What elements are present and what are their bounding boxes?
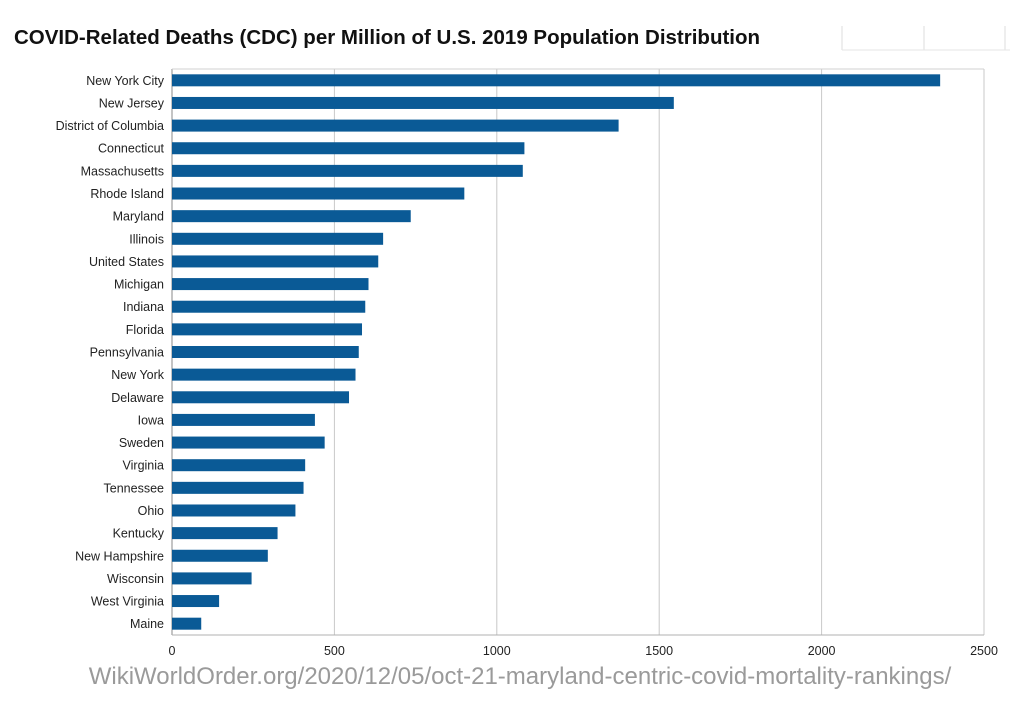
category-label: New York City <box>86 74 165 88</box>
bar <box>172 278 369 291</box>
bar <box>172 74 941 87</box>
bar <box>172 617 202 630</box>
category-label: Florida <box>126 323 164 337</box>
category-label: Ohio <box>138 504 164 518</box>
category-label: Delaware <box>111 391 164 405</box>
bars <box>172 74 941 630</box>
bar <box>172 595 220 608</box>
category-label: Connecticut <box>98 142 165 156</box>
category-label: Iowa <box>138 413 164 427</box>
source-url: WikiWorldOrder.org/2020/12/05/oct-21-mar… <box>88 663 952 690</box>
bar <box>172 210 411 223</box>
category-labels: New York City New Jersey District of Colum… <box>56 74 165 631</box>
category-label: New Jersey <box>99 96 165 110</box>
bar <box>172 96 674 109</box>
bar <box>172 549 268 562</box>
bar <box>172 504 296 517</box>
category-label: District of Columbia <box>56 119 164 133</box>
bar <box>172 413 315 426</box>
category-label: Illinois <box>129 232 164 246</box>
bar <box>172 323 363 336</box>
bar <box>172 481 304 494</box>
chart-title: COVID-Related Deaths (CDC) per Million o… <box>14 26 761 49</box>
x-tick-label: 0 <box>169 644 176 658</box>
x-axis-tick-labels: 0 500 1000 1500 2000 2500 <box>169 644 998 658</box>
category-label: Wisconsin <box>107 572 164 586</box>
x-tick-label: 1500 <box>645 644 673 658</box>
bar <box>172 255 379 268</box>
bar <box>172 391 350 404</box>
bar <box>172 142 525 155</box>
bar <box>172 436 325 449</box>
bar <box>172 164 523 177</box>
x-tick-label: 500 <box>324 644 345 658</box>
bar <box>172 232 384 245</box>
x-tick-label: 2500 <box>970 644 998 658</box>
category-label: Maine <box>130 617 164 631</box>
bar <box>172 300 366 313</box>
bar <box>172 368 356 381</box>
category-label: Indiana <box>123 300 164 314</box>
category-label: Virginia <box>123 459 165 473</box>
category-label: West Virginia <box>91 595 164 609</box>
x-tick-label: 2000 <box>808 644 836 658</box>
category-label: Pennsylvania <box>90 346 164 360</box>
category-label: New Hampshire <box>75 549 164 563</box>
category-label: Michigan <box>114 278 164 292</box>
x-tick-label: 1000 <box>483 644 511 658</box>
category-label: Kentucky <box>113 527 165 541</box>
bar <box>172 572 252 585</box>
category-label: Massachusetts <box>81 164 164 178</box>
category-label: Sweden <box>119 436 164 450</box>
bar <box>172 459 306 472</box>
bar <box>172 119 619 132</box>
bar <box>172 346 359 358</box>
bar <box>172 187 465 200</box>
bar <box>172 527 278 540</box>
category-label: Tennessee <box>104 481 165 495</box>
category-label: Maryland <box>113 210 164 224</box>
category-label: Rhode Island <box>90 187 164 201</box>
category-label: United States <box>89 255 164 269</box>
category-label: New York <box>111 368 165 382</box>
